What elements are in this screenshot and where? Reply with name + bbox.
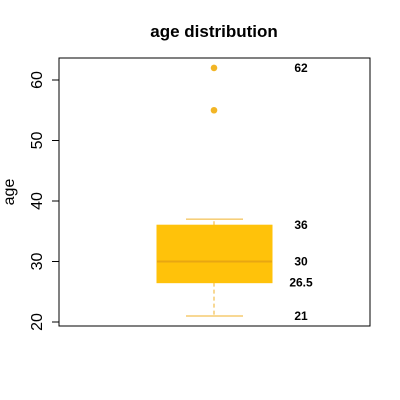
value-annotation: 21 <box>294 309 308 323</box>
y-tick-label: 50 <box>29 132 46 150</box>
value-annotation: 30 <box>294 255 308 269</box>
y-axis-label: age <box>1 179 18 206</box>
chart-title: age distribution <box>150 22 278 41</box>
y-axis: 20 30 40 50 60 <box>29 71 60 331</box>
y-tick-label: 30 <box>29 253 46 271</box>
y-tick-label: 40 <box>29 192 46 210</box>
interquartile-box <box>156 224 273 284</box>
outlier-point <box>210 64 218 72</box>
y-tick-label: 60 <box>29 71 46 89</box>
y-tick-label: 20 <box>29 313 46 331</box>
annotation-group: 62 36 30 26.5 21 <box>289 61 313 323</box>
box-group <box>156 64 273 317</box>
value-annotation: 36 <box>294 218 308 232</box>
value-annotation: 26.5 <box>289 276 313 290</box>
outlier-point <box>210 106 218 114</box>
value-annotation: 62 <box>294 61 308 75</box>
